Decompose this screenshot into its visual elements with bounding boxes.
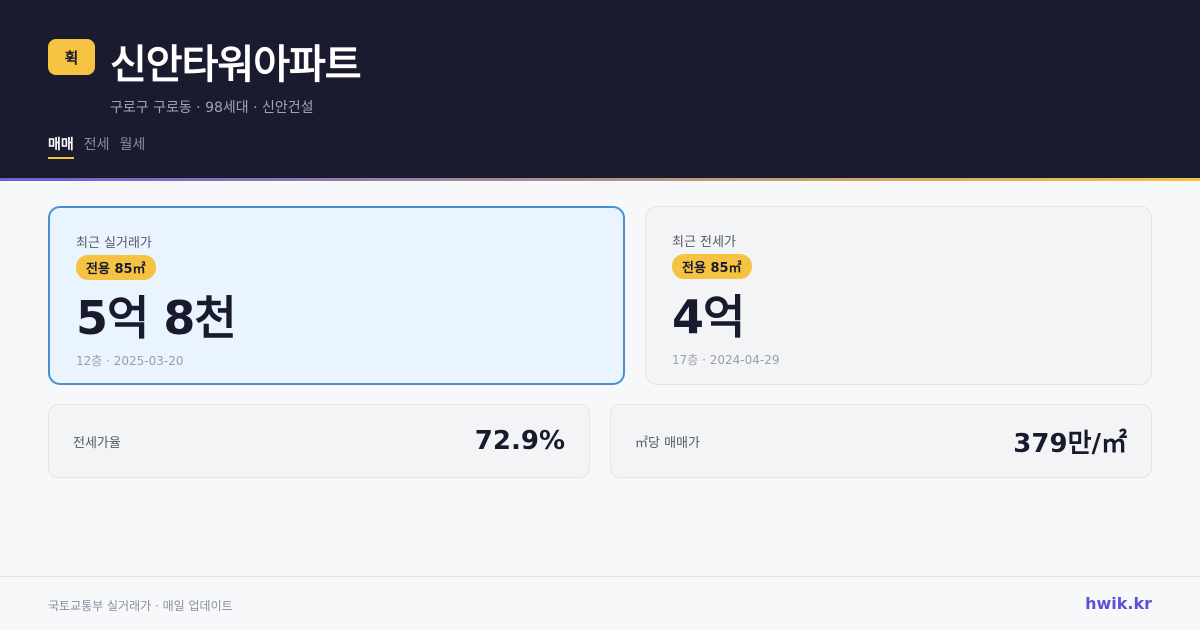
card-label: 최근 전세가 <box>672 235 736 250</box>
price-card: 최근 전세가 전용 85㎡ 4억 17층 · 2024-04-29 <box>645 206 1152 385</box>
tabs: 매매 전세 월세 <box>48 134 145 159</box>
stat-label: ㎡당 매매가 <box>635 435 700 451</box>
site-link[interactable]: hwik.kr <box>1085 594 1152 613</box>
badge: 전용 85㎡ <box>76 255 156 280</box>
subtitle: 구로구 구로동 · 98세대 · 신안건설 <box>110 100 314 116</box>
card-meta: 17층 · 2024-04-29 <box>672 353 780 367</box>
tab[interactable]: 월세 <box>119 137 146 153</box>
logo: 휙 <box>48 39 95 75</box>
badge: 전용 85㎡ <box>672 254 752 279</box>
title: 신안타워아파트 <box>110 42 362 88</box>
stat: 전세가율 72.9% <box>48 404 590 478</box>
stat-value: 379만/㎡ <box>1013 428 1127 459</box>
stat-value: 72.9% <box>474 426 565 456</box>
price-card: 최근 실거래가 전용 85㎡ 5억 8천 12층 · 2025-03-20 <box>48 206 625 385</box>
card-meta: 12층 · 2025-03-20 <box>76 354 184 368</box>
card-label: 최근 실거래가 <box>76 236 152 251</box>
footer: 국토교통부 실거래가 · 매일 업데이트 hwik.kr <box>0 576 1200 630</box>
stat-label: 전세가율 <box>73 435 121 451</box>
card-value: 4억 <box>672 290 745 344</box>
header: 휙 신안타워아파트 구로구 구로동 · 98세대 · 신안건설 매매 전세 월세 <box>0 0 1200 178</box>
stat: ㎡당 매매가 379만/㎡ <box>610 404 1152 478</box>
source: 국토교통부 실거래가 · 매일 업데이트 <box>48 599 233 613</box>
card-value: 5억 8천 <box>76 291 237 345</box>
accent-bar <box>0 178 1200 181</box>
tab[interactable]: 매매 <box>48 134 74 159</box>
tab[interactable]: 전세 <box>83 137 110 153</box>
